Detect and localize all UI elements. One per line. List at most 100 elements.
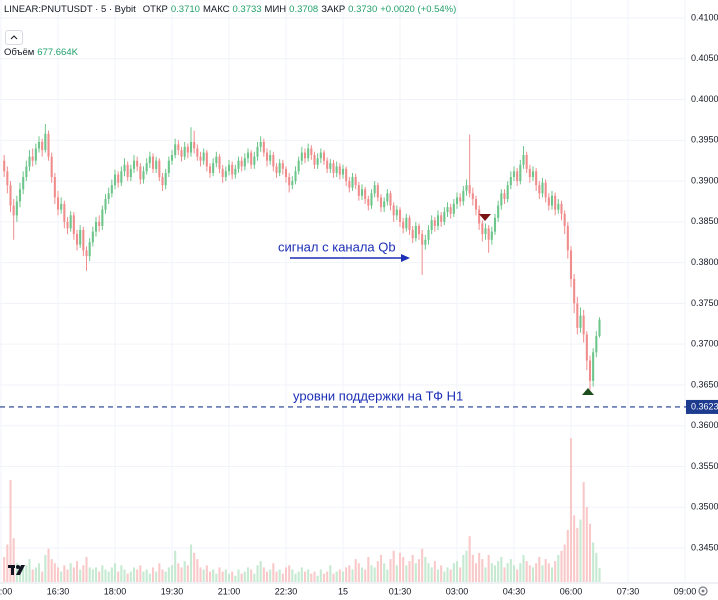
- overlay: сигнал с канала Qb уровни поддержки на Т…: [0, 214, 686, 408]
- candle-body: [240, 160, 243, 167]
- volume-bar: [44, 554, 47, 582]
- collapse-icon: [10, 35, 18, 40]
- volume-bar: [446, 567, 449, 582]
- candle-body: [139, 166, 142, 180]
- candle-body: [256, 146, 259, 157]
- low-label: МИН: [264, 4, 287, 15]
- volume-pane: [3, 438, 601, 582]
- volume-bar: [316, 575, 319, 582]
- volume-bar: [516, 569, 519, 582]
- volume-bar: [12, 538, 15, 582]
- candle-body: [569, 250, 573, 279]
- volume-bar: [82, 565, 85, 582]
- candle-body: [550, 195, 554, 206]
- candle-body: [332, 163, 335, 173]
- volume-bar: [272, 563, 275, 582]
- volume-bar: [528, 565, 531, 582]
- candle-body: [231, 164, 234, 175]
- candle-body: [319, 152, 322, 159]
- volume-bar: [484, 567, 487, 582]
- candle-body: [541, 182, 544, 194]
- volume-bar: [376, 561, 379, 582]
- candle-body: [167, 160, 170, 173]
- y-tick-label: 0.4050: [691, 53, 718, 63]
- candle-body: [215, 156, 218, 164]
- volume-bar: [408, 561, 411, 582]
- volume-bar: [560, 550, 563, 582]
- volume-bar: [455, 561, 459, 582]
- volume-bar: [303, 571, 307, 582]
- volume-bar: [414, 563, 417, 582]
- candle-body: [579, 315, 582, 328]
- volume-bar: [234, 575, 237, 582]
- volume-bar: [183, 561, 186, 582]
- candle-body: [519, 164, 522, 182]
- candle-body: [237, 160, 240, 169]
- candle-body: [72, 215, 75, 235]
- volume-bar: [3, 557, 6, 582]
- candle-body: [329, 163, 332, 169]
- candle-body: [528, 168, 531, 178]
- symbol-title: LINEAR:PNUTUSDT · 5 · Bybit: [4, 4, 136, 15]
- close-label: ЗАКР: [321, 4, 346, 15]
- volume-bar: [132, 567, 136, 582]
- volume-bar: [199, 567, 202, 582]
- volume-bar: [443, 571, 446, 582]
- candle-body: [443, 212, 446, 222]
- candle-body: [155, 160, 158, 169]
- x-tick-label: 06:00: [560, 586, 583, 596]
- candle-body: [243, 158, 246, 167]
- volume-bar: [351, 569, 354, 582]
- volume-bar: [490, 563, 493, 582]
- volume-bar: [468, 536, 471, 582]
- candle-body: [414, 225, 417, 239]
- x-tick-label: 15: [338, 586, 348, 596]
- volume-bar: [85, 557, 88, 582]
- volume-bar: [205, 565, 208, 582]
- candle-body: [598, 319, 601, 337]
- volume-bar: [291, 569, 294, 582]
- volume-bar: [193, 552, 196, 582]
- volume-bar: [503, 567, 506, 582]
- collapse-button[interactable]: [5, 30, 23, 45]
- candle-body: [500, 193, 503, 206]
- candle-body: [490, 231, 493, 240]
- candle-body: [449, 207, 452, 214]
- volume-bar: [585, 507, 588, 582]
- candle-body: [250, 152, 253, 165]
- x-tick-label: 21:00: [218, 586, 241, 596]
- volume-bar: [405, 565, 408, 582]
- candle-body: [535, 171, 538, 186]
- volume-bar: [107, 571, 110, 582]
- volume-bar: [354, 559, 357, 582]
- volume-bar: [417, 559, 421, 582]
- y-tick-label: 0.3950: [691, 135, 718, 145]
- candle-body: [493, 217, 497, 232]
- volume-bar: [79, 569, 82, 582]
- candle-body: [446, 207, 449, 213]
- candle-body: [497, 205, 500, 218]
- candle-body: [487, 228, 490, 240]
- candle-body: [50, 156, 53, 178]
- volume-bar: [155, 571, 158, 582]
- candle-body: [113, 174, 117, 186]
- support-price-label-bg: [686, 399, 718, 414]
- volume-bar: [15, 563, 18, 582]
- y-tick-label: 0.4000: [691, 94, 718, 104]
- candle-body: [22, 177, 25, 190]
- volume-bar: [550, 567, 554, 582]
- volume-bar: [265, 571, 269, 582]
- candle-body: [345, 168, 348, 182]
- x-tick-label: 01:30: [389, 586, 412, 596]
- volume-bar: [246, 567, 250, 582]
- candle-body: [566, 225, 569, 251]
- signal-arrow-head: [401, 254, 410, 262]
- candle-body: [129, 168, 132, 178]
- volume-bar: [402, 557, 405, 582]
- candle-body: [25, 166, 28, 178]
- volume-bar: [436, 569, 440, 582]
- candle-body: [142, 171, 145, 180]
- settings-icon[interactable]: [698, 586, 708, 596]
- volume-bar: [395, 565, 398, 582]
- volume-bar: [208, 571, 212, 582]
